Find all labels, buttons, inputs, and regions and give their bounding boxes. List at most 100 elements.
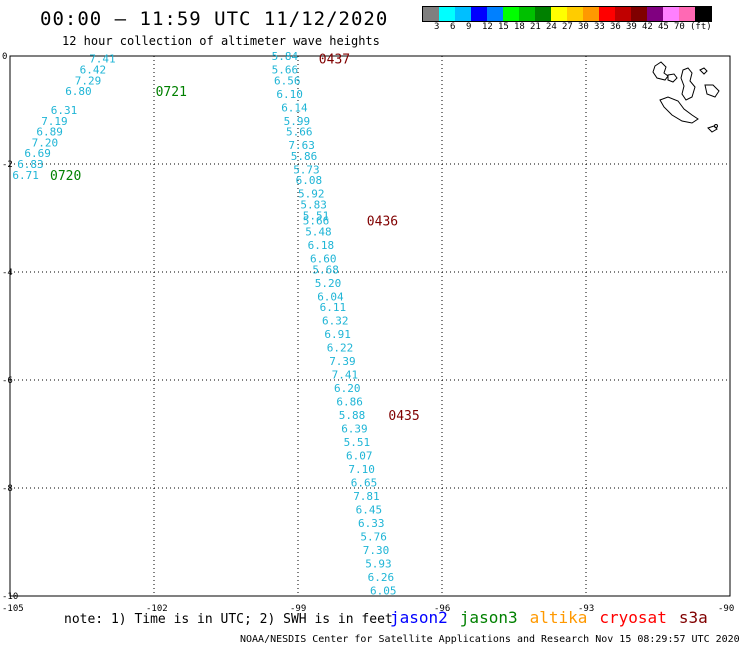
colorbar-label: 70: [674, 22, 685, 32]
wave-height-value: 6.11: [320, 301, 347, 314]
wave-height-value: 5.99: [284, 115, 311, 128]
colorbar-label: 3: [434, 22, 440, 32]
wave-height-value: 6.83: [17, 158, 44, 171]
wave-height-value: 6.71: [12, 169, 39, 182]
wave-height-value: 6.39: [341, 423, 368, 436]
x-tick-label: -99: [290, 604, 306, 614]
wave-height-value: 5.66: [272, 64, 299, 77]
colorbar-label: 27: [562, 22, 573, 32]
pass-time-label: 0435: [388, 409, 419, 424]
wave-height-value: 6.04: [317, 290, 344, 303]
wave-height-value: 6.91: [324, 328, 351, 341]
colorbar-swatch: [567, 7, 583, 21]
wave-height-value: 6.18: [308, 239, 335, 252]
pass-time-label: 0437: [319, 53, 350, 68]
colorbar-label: 6: [450, 22, 456, 32]
wave-height-value: 7.10: [348, 463, 375, 476]
colorbar-swatch: [455, 7, 471, 21]
wave-height-value: 6.86: [336, 396, 363, 409]
island-fernandina: [667, 73, 678, 83]
wave-height-value: 6.65: [351, 477, 378, 490]
y-tick-label: -2: [2, 160, 13, 170]
legend-entry-s3a: s3a: [678, 608, 708, 627]
wave-height-value: 5.51: [344, 436, 371, 449]
legend-entry-altika: altika: [529, 608, 588, 627]
galapagos-islands: [652, 61, 720, 133]
wave-height-value: 6.60: [310, 253, 337, 266]
colorbar-swatch: [615, 7, 631, 21]
pass-time-label: 0720: [50, 169, 81, 184]
wave-height-value: 6.22: [327, 342, 354, 355]
x-tick-label: -105: [2, 604, 24, 614]
colorbar-label: 33: [594, 22, 605, 32]
legend-entry-jason3: jason3: [459, 608, 518, 627]
wave-height-value: 7.41: [89, 53, 116, 66]
colorbar-label: 24: [546, 22, 557, 32]
wave-height-value: 6.07: [346, 450, 373, 463]
y-tick-label: 0: [2, 52, 7, 62]
island-isabela: [652, 61, 669, 81]
colorbar-label: 9: [466, 22, 472, 32]
colorbar-swatch: [519, 7, 535, 21]
wave-height-value: 5.66: [303, 215, 330, 228]
wave-height-value: 6.42: [80, 64, 107, 77]
colorbar-swatch: [535, 7, 551, 21]
wave-height-value: 5.51: [303, 209, 330, 222]
chart-subtitle: 12 hour collection of altimeter wave hei…: [62, 34, 380, 48]
colorbar-label: (ft): [690, 22, 712, 32]
wave-height-value: 6.33: [358, 517, 385, 530]
y-tick-label: -8: [2, 484, 13, 494]
y-axis-ticks: 0 -2 -4 -6 -8 -10: [2, 52, 18, 602]
wave-height-value: 6.26: [368, 571, 395, 584]
chart-title: 00:00 – 11:59 UTC 11/12/2020: [40, 8, 389, 30]
wave-height-value: 7.39: [329, 355, 356, 368]
pass-time-label: 0721: [156, 85, 187, 100]
colorbar-swatch: [439, 7, 455, 21]
wave-height-value: 7.81: [353, 490, 380, 503]
credit-line: NOAA/NESDIS Center for Satellite Applica…: [240, 634, 740, 645]
wave-height-value: 5.68: [312, 263, 339, 276]
island-espanola: [707, 125, 718, 133]
colorbar-label: 39: [626, 22, 637, 32]
wave-height-value: 7.41: [332, 369, 359, 382]
legend-entry-cryosat: cryosat: [599, 608, 667, 627]
island-genovesa: [699, 67, 708, 75]
wave-height-value: 7.20: [32, 136, 58, 149]
colorbar-swatch: [695, 7, 711, 21]
wave-height-value: 6.45: [356, 504, 383, 517]
wave-height-value: 5.48: [305, 226, 332, 239]
colorbar-label: 42: [642, 22, 653, 32]
colorbar-swatch: [551, 7, 567, 21]
wave-height-value: 5.86: [291, 150, 318, 163]
island-floreana: [714, 124, 718, 128]
wave-height-value: 7.29: [75, 74, 102, 87]
satellite-legend: jason2 jason3 altika cryosat s3a: [390, 608, 720, 627]
colorbar-swatch: [471, 7, 487, 21]
wave-height-value: 7.30: [363, 544, 390, 557]
footnote: note: 1) Time is in UTC; 2) SWH is in fe…: [64, 612, 393, 627]
wave-height-value: 6.14: [281, 101, 308, 114]
colorbar-swatch: [647, 7, 663, 21]
map-grid: [9, 55, 731, 597]
colorbar-swatch: [487, 7, 503, 21]
pass-time-label: 0436: [367, 215, 398, 230]
track-s3a: 5.845.666.566.106.145.995.667.635.865.73…: [272, 50, 420, 598]
wave-height-value: 6.89: [36, 126, 63, 139]
wave-height-value: 5.76: [360, 531, 387, 544]
x-tick-label: -90: [718, 604, 734, 614]
wave-height-value: 6.69: [24, 147, 51, 160]
x-axis-ticks: -105 -102 -99 -96 -93 -90: [2, 604, 734, 614]
y-tick-label: -4: [2, 268, 13, 278]
colorbar-swatch: [423, 7, 439, 21]
wave-height-value: 6.08: [296, 174, 323, 187]
wave-height-value: 5.66: [286, 126, 313, 139]
wave-height-value: 5.84: [272, 50, 299, 63]
colorbar-swatch: [663, 7, 679, 21]
wave-height-value: 5.92: [298, 188, 325, 201]
colorbar-label: 36: [610, 22, 621, 32]
wave-height-value: 6.32: [322, 315, 349, 328]
island-santa-cruz: [704, 84, 720, 98]
island-santiago: [680, 67, 696, 101]
legend-entry-jason2: jason2: [390, 608, 448, 627]
